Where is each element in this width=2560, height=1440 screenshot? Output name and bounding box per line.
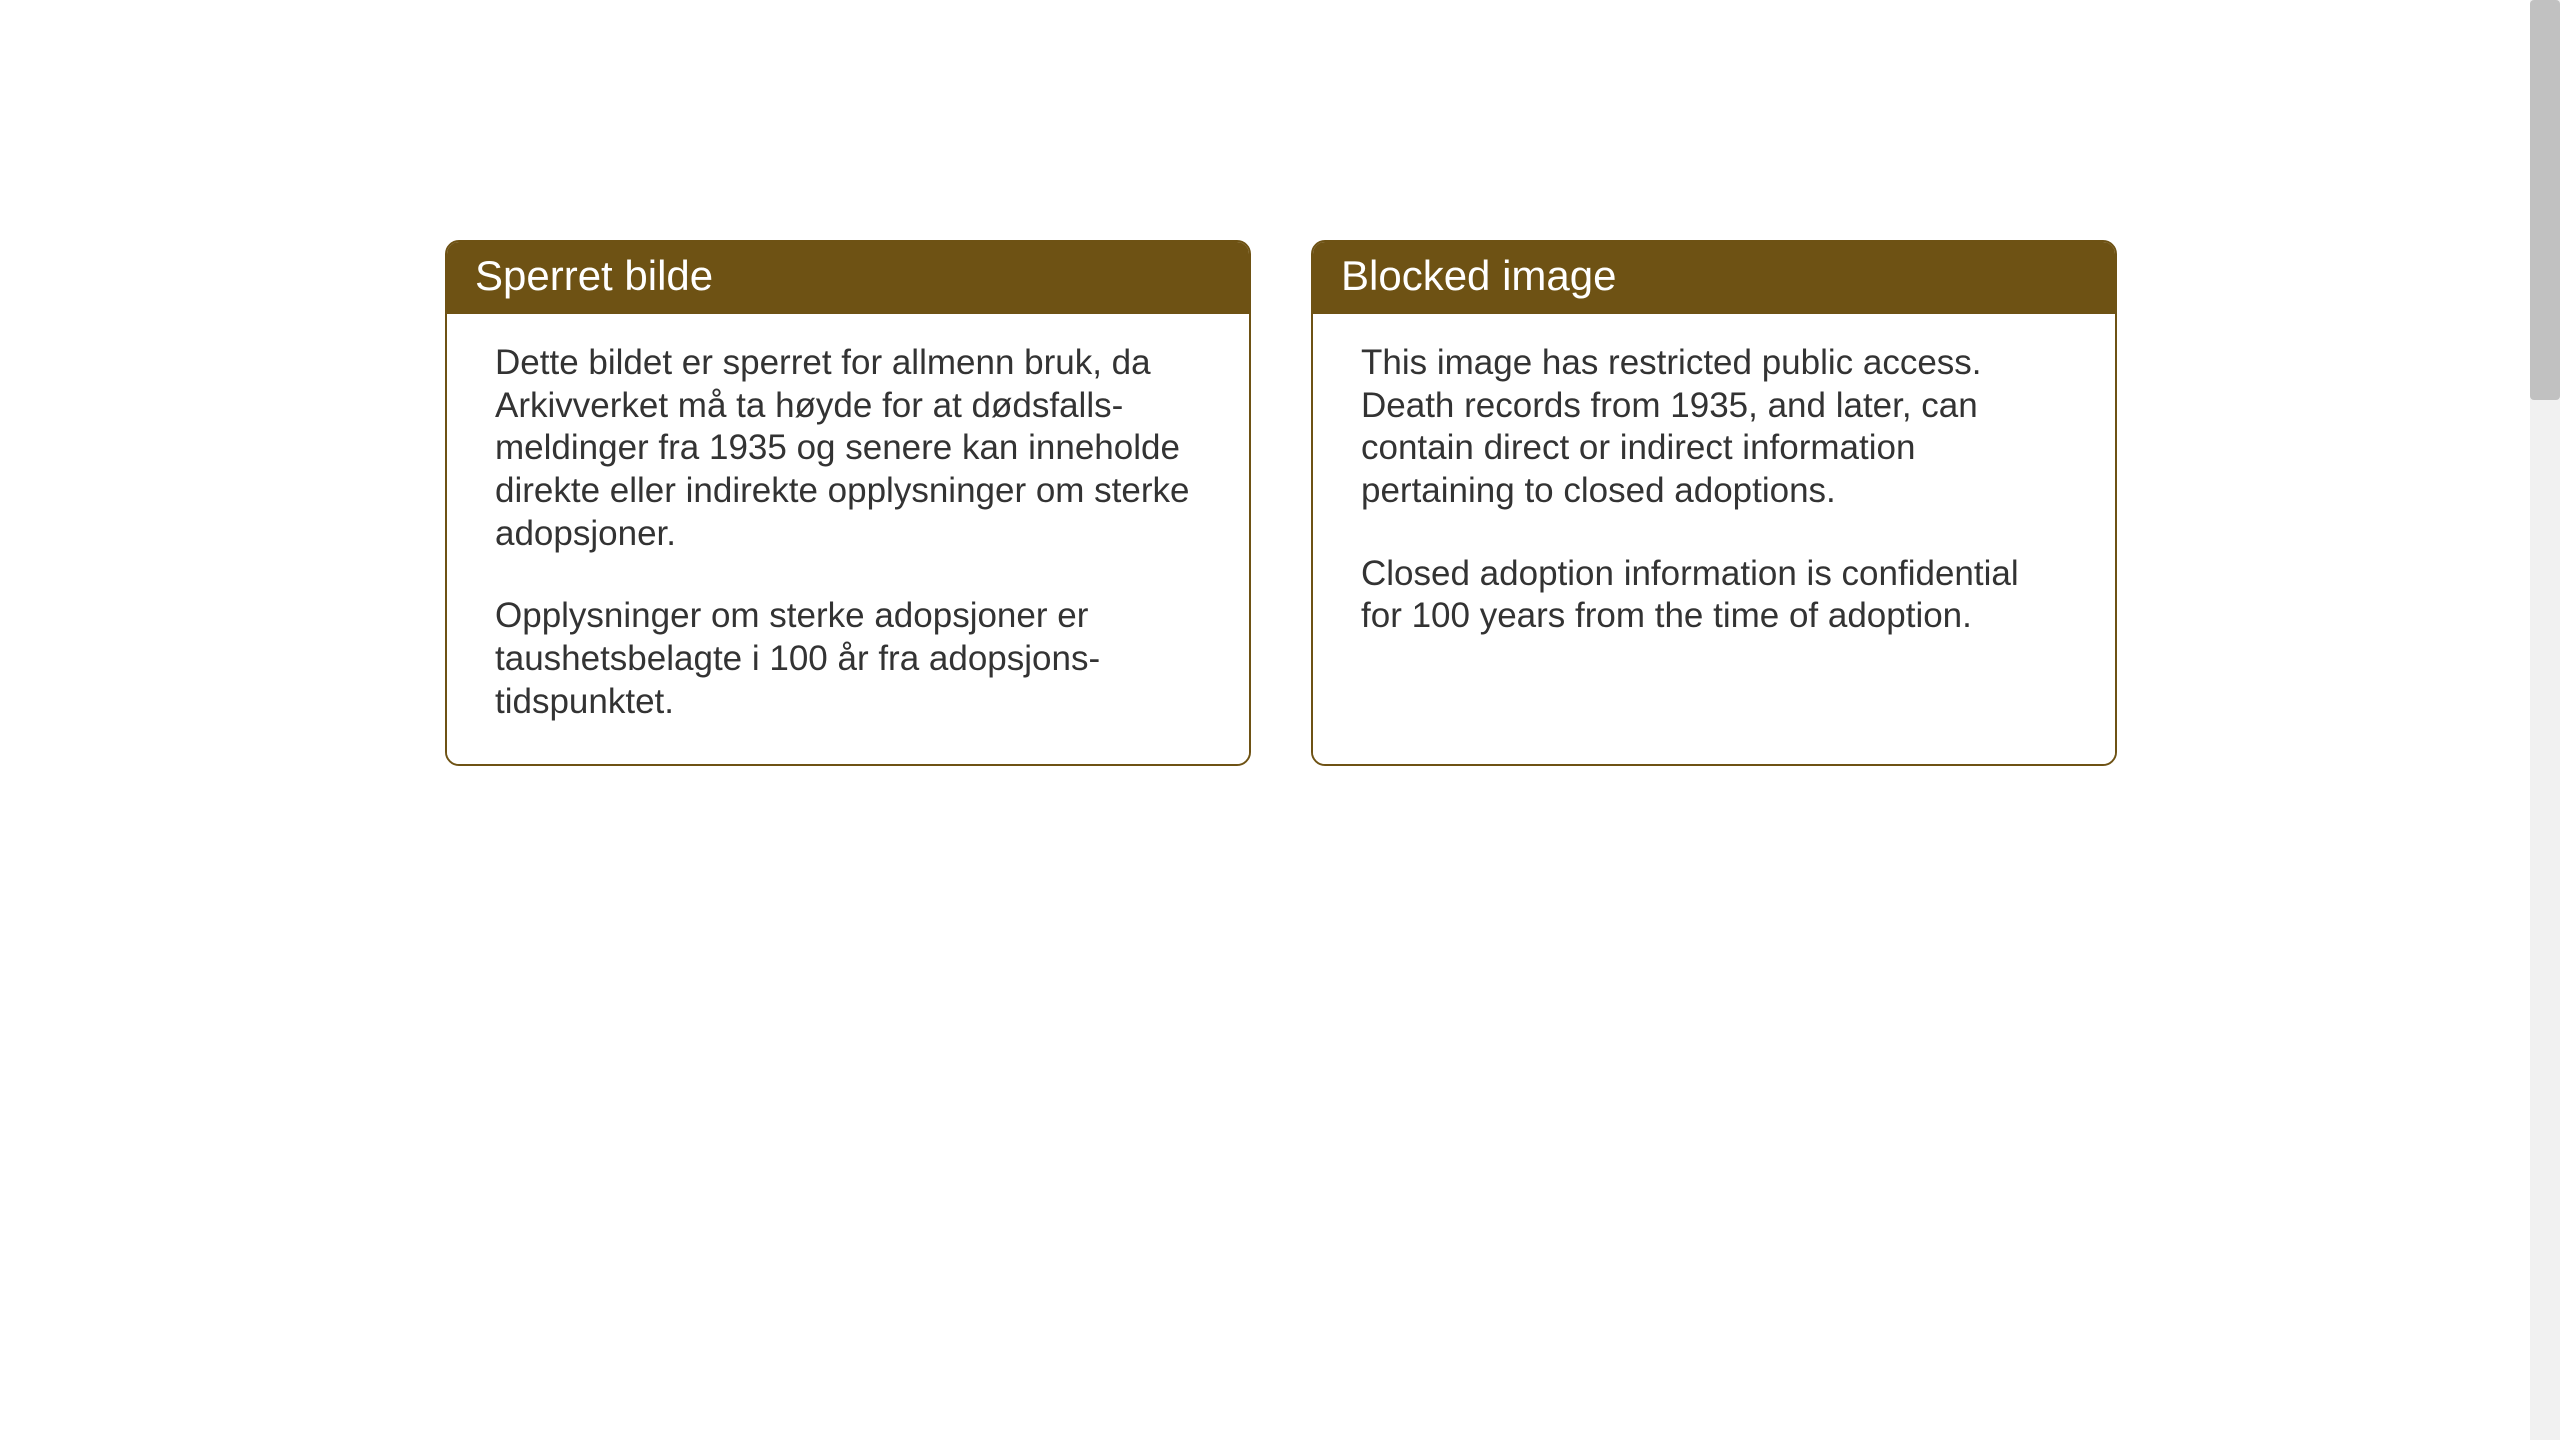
notice-card-english: Blocked image This image has restricted … <box>1311 240 2117 766</box>
notice-paragraph-1-norwegian: Dette bildet er sperret for allmenn bruk… <box>495 342 1201 555</box>
notice-header-english: Blocked image <box>1313 242 2115 314</box>
notice-title-english: Blocked image <box>1341 252 1616 299</box>
notice-paragraph-2-english: Closed adoption information is confident… <box>1361 553 2067 638</box>
notice-header-norwegian: Sperret bilde <box>447 242 1249 314</box>
notice-body-english: This image has restricted public access.… <box>1313 314 2115 764</box>
notice-title-norwegian: Sperret bilde <box>475 252 713 299</box>
vertical-scrollbar[interactable] <box>2530 0 2560 1440</box>
notice-paragraph-2-norwegian: Opplysninger om sterke adopsjoner er tau… <box>495 595 1201 723</box>
notice-paragraph-1-english: This image has restricted public access.… <box>1361 342 2067 513</box>
notice-card-norwegian: Sperret bilde Dette bildet er sperret fo… <box>445 240 1251 766</box>
scrollbar-thumb[interactable] <box>2530 0 2560 400</box>
notice-body-norwegian: Dette bildet er sperret for allmenn bruk… <box>447 314 1249 764</box>
notice-container: Sperret bilde Dette bildet er sperret fo… <box>445 240 2117 766</box>
